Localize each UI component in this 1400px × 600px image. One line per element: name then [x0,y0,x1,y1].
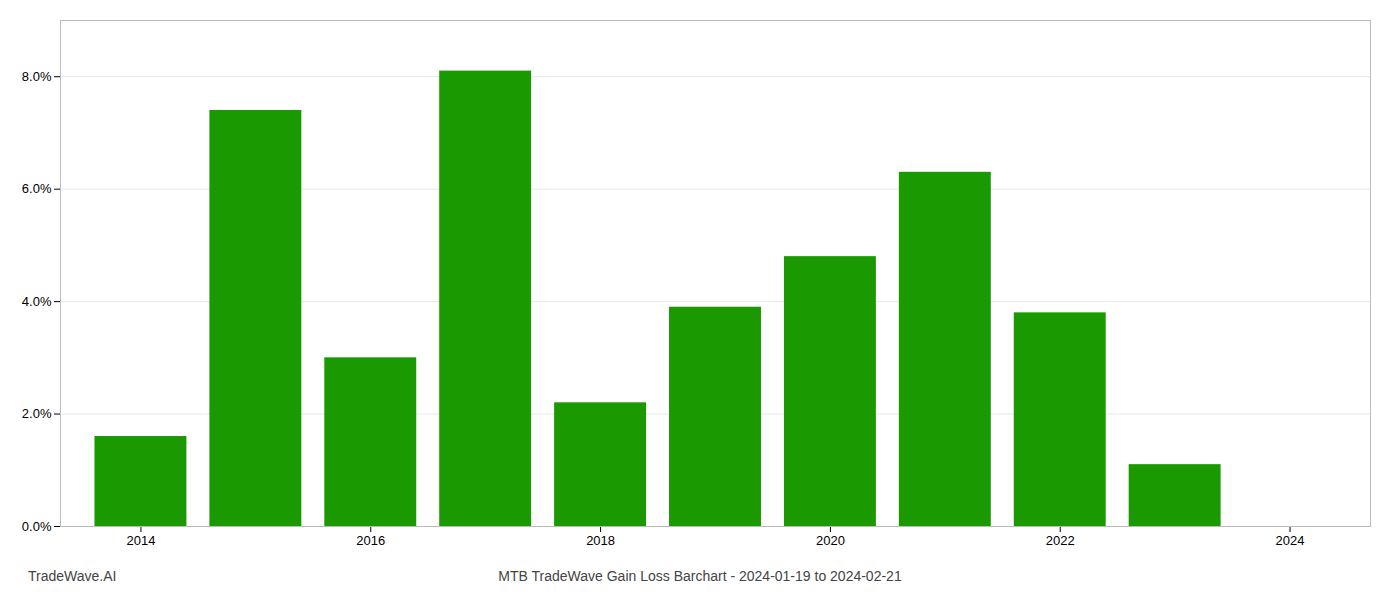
svg-text:2014: 2014 [126,533,155,548]
svg-text:2018: 2018 [586,533,615,548]
html-text:TradeWave.AI: TradeWave.AI [28,568,117,584]
svg-text:8.0%: 8.0% [22,69,52,84]
svg-text:2022: 2022 [1046,533,1075,548]
svg-text:2020: 2020 [816,533,845,548]
svg-text:2016: 2016 [356,533,385,548]
html-text:MTB TradeWave Gain Loss Barcha: MTB TradeWave Gain Loss Barchart - 2024-… [498,568,902,584]
svg-text:2.0%: 2.0% [22,406,52,421]
svg-text:6.0%: 6.0% [22,181,52,196]
svg-text:0.0%: 0.0% [22,519,52,534]
svg-text:4.0%: 4.0% [22,294,52,309]
svg-text:2024: 2024 [1276,533,1305,548]
